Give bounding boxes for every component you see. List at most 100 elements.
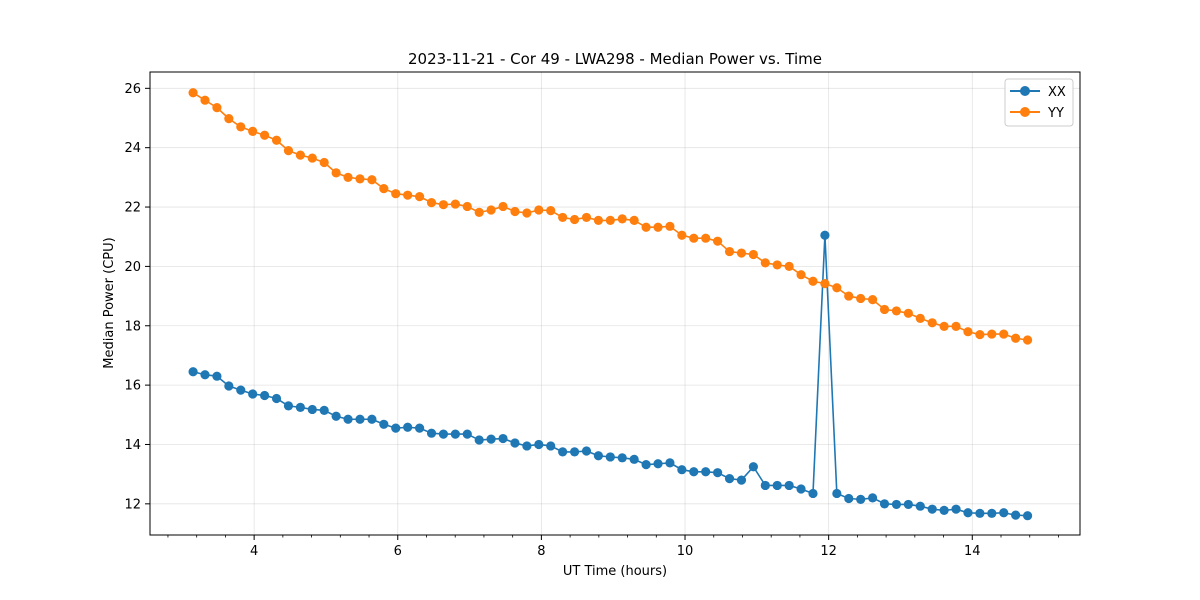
data-point-xx — [689, 467, 699, 477]
data-point-xx — [319, 405, 329, 415]
y-tick-label: 18 — [124, 319, 141, 334]
data-point-yy — [641, 222, 651, 232]
series-layer — [188, 88, 1033, 521]
series-xx — [188, 230, 1033, 521]
data-point-yy — [868, 295, 878, 305]
y-tick-label: 20 — [124, 260, 141, 275]
data-point-yy — [307, 153, 317, 163]
data-point-yy — [319, 157, 329, 168]
data-point-xx — [546, 441, 556, 451]
data-point-xx — [999, 508, 1009, 518]
data-point-xx — [355, 414, 365, 424]
data-point-xx — [295, 402, 305, 412]
data-point-xx — [414, 423, 425, 433]
data-point-xx — [1022, 511, 1033, 521]
data-point-yy — [796, 270, 806, 280]
data-point-xx — [224, 381, 234, 391]
data-point-xx — [629, 454, 639, 464]
data-point-yy — [283, 146, 294, 156]
y-tick-label: 26 — [124, 82, 141, 97]
data-point-yy — [820, 279, 830, 289]
data-point-xx — [1011, 510, 1021, 520]
data-point-xx — [891, 499, 902, 510]
data-point-xx — [236, 385, 246, 395]
data-point-yy — [653, 222, 663, 232]
data-point-yy — [963, 327, 973, 337]
data-point-yy — [760, 258, 770, 268]
x-tick-label: 10 — [677, 544, 694, 559]
data-point-xx — [844, 493, 854, 504]
x-tick-label: 6 — [394, 544, 402, 559]
data-point-xx — [462, 429, 472, 439]
data-point-yy — [1022, 335, 1033, 345]
data-point-yy — [951, 321, 961, 331]
data-point-xx — [868, 493, 878, 503]
data-point-yy — [224, 114, 234, 124]
y-tick-label: 16 — [124, 379, 141, 394]
data-point-yy — [200, 95, 210, 105]
data-point-xx — [832, 488, 842, 499]
data-point-yy — [927, 318, 937, 328]
grid — [150, 72, 1080, 535]
data-point-xx — [736, 475, 747, 485]
data-point-xx — [510, 438, 520, 448]
data-point-xx — [474, 435, 484, 445]
data-point-xx — [593, 451, 604, 461]
legend-marker-yy — [1020, 107, 1030, 117]
data-point-yy — [987, 329, 997, 339]
data-point-xx — [701, 467, 711, 477]
data-point-xx — [581, 446, 592, 456]
data-point-yy — [891, 306, 902, 316]
y-axis-ticks: 12 14 16 18 20 22 24 26 — [124, 82, 150, 512]
data-point-yy — [677, 230, 687, 240]
x-tick-label: 4 — [250, 544, 258, 559]
data-point-yy — [379, 184, 389, 194]
data-point-yy — [188, 88, 198, 98]
data-point-yy — [438, 200, 449, 210]
data-point-yy — [903, 308, 913, 318]
data-point-xx — [534, 439, 544, 450]
data-point-yy — [558, 212, 568, 223]
data-point-yy — [915, 313, 925, 323]
data-point-yy — [713, 236, 723, 246]
data-point-yy — [689, 233, 699, 243]
x-tick-label: 8 — [537, 544, 545, 559]
data-point-yy — [844, 291, 854, 301]
data-point-xx — [558, 447, 568, 457]
data-point-yy — [581, 212, 592, 223]
data-point-yy — [939, 321, 949, 331]
data-point-yy — [808, 276, 818, 286]
data-point-yy — [1011, 333, 1021, 343]
data-point-yy — [534, 205, 544, 215]
data-point-yy — [617, 214, 627, 224]
data-point-yy — [510, 206, 520, 217]
data-point-xx — [522, 441, 532, 451]
data-point-yy — [474, 207, 484, 217]
data-point-yy — [391, 189, 401, 199]
data-point-yy — [212, 103, 222, 113]
data-point-yy — [236, 122, 246, 132]
data-point-yy — [593, 215, 604, 225]
data-point-xx — [808, 488, 818, 499]
data-point-xx — [856, 494, 866, 504]
data-point-yy — [569, 214, 580, 225]
y-tick-label: 14 — [124, 438, 141, 453]
data-point-xx — [677, 465, 687, 475]
data-point-xx — [283, 401, 294, 411]
data-point-xx — [713, 468, 723, 478]
data-point-xx — [403, 422, 413, 432]
series-yy — [188, 88, 1033, 345]
data-point-xx — [724, 474, 735, 484]
data-point-xx — [963, 508, 973, 518]
data-point-yy — [343, 172, 353, 182]
data-point-xx — [653, 459, 663, 469]
data-point-yy — [522, 208, 532, 218]
data-point-yy — [355, 174, 365, 184]
data-point-xx — [260, 390, 270, 401]
y-tick-label: 22 — [124, 201, 141, 216]
legend-marker-xx — [1020, 86, 1030, 96]
data-point-yy — [450, 199, 460, 209]
data-point-yy — [748, 249, 758, 260]
data-point-yy — [736, 248, 747, 258]
